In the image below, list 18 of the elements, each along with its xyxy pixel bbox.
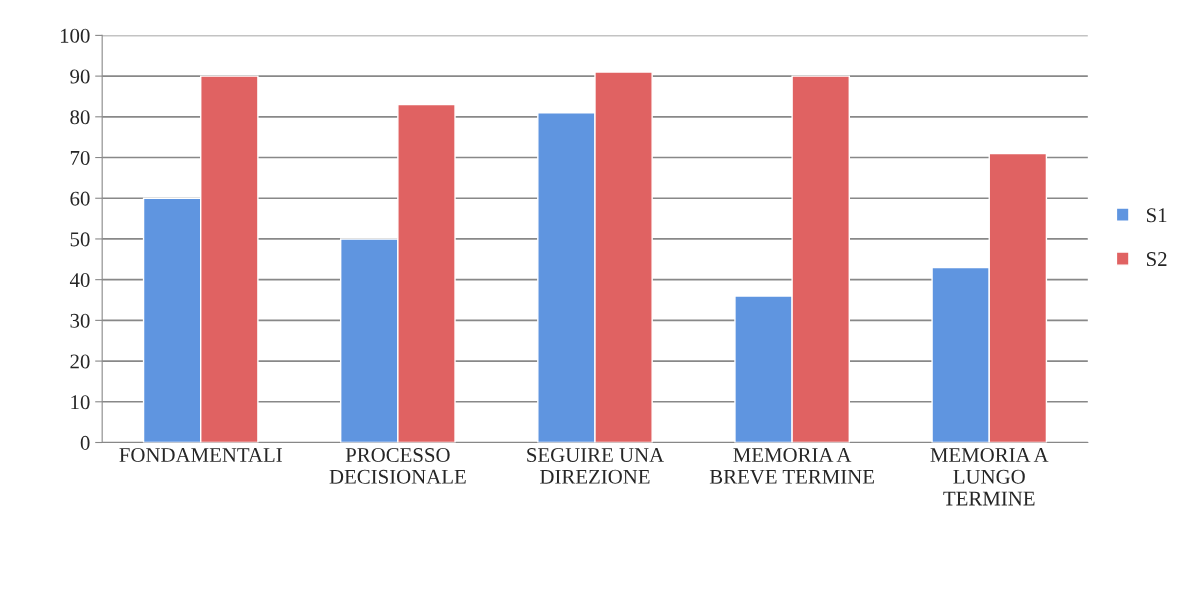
x-tick-label: MEMORIA A BREVE TERMINE	[709, 448, 874, 484]
y-tick-label: 50	[70, 232, 90, 247]
x-tick-label: SEGUIRE UNA DIREZIONE	[527, 448, 664, 484]
y-tick-label: 90	[70, 69, 90, 84]
legend-label: S1	[1146, 208, 1167, 223]
x-tick-label: FONDAMENTALI	[119, 448, 282, 463]
y-tick-label: 100	[60, 28, 90, 43]
y-tick-label: 10	[71, 395, 90, 410]
x-tick-label: PROCESSO DECISIONALE	[329, 448, 466, 484]
x-tick-label: MEMORIA A LUNGO TERMINE	[930, 448, 1049, 506]
y-tick-label: 60	[70, 191, 90, 206]
y-tick-label: 0	[80, 435, 90, 450]
y-tick-label: 20	[70, 354, 90, 369]
y-tick-label: 30	[70, 313, 90, 328]
legend-label: S2	[1146, 252, 1167, 267]
y-tick-label: 40	[69, 273, 90, 288]
y-tick-label: 70	[70, 150, 90, 165]
y-tick-label: 80	[70, 110, 90, 125]
